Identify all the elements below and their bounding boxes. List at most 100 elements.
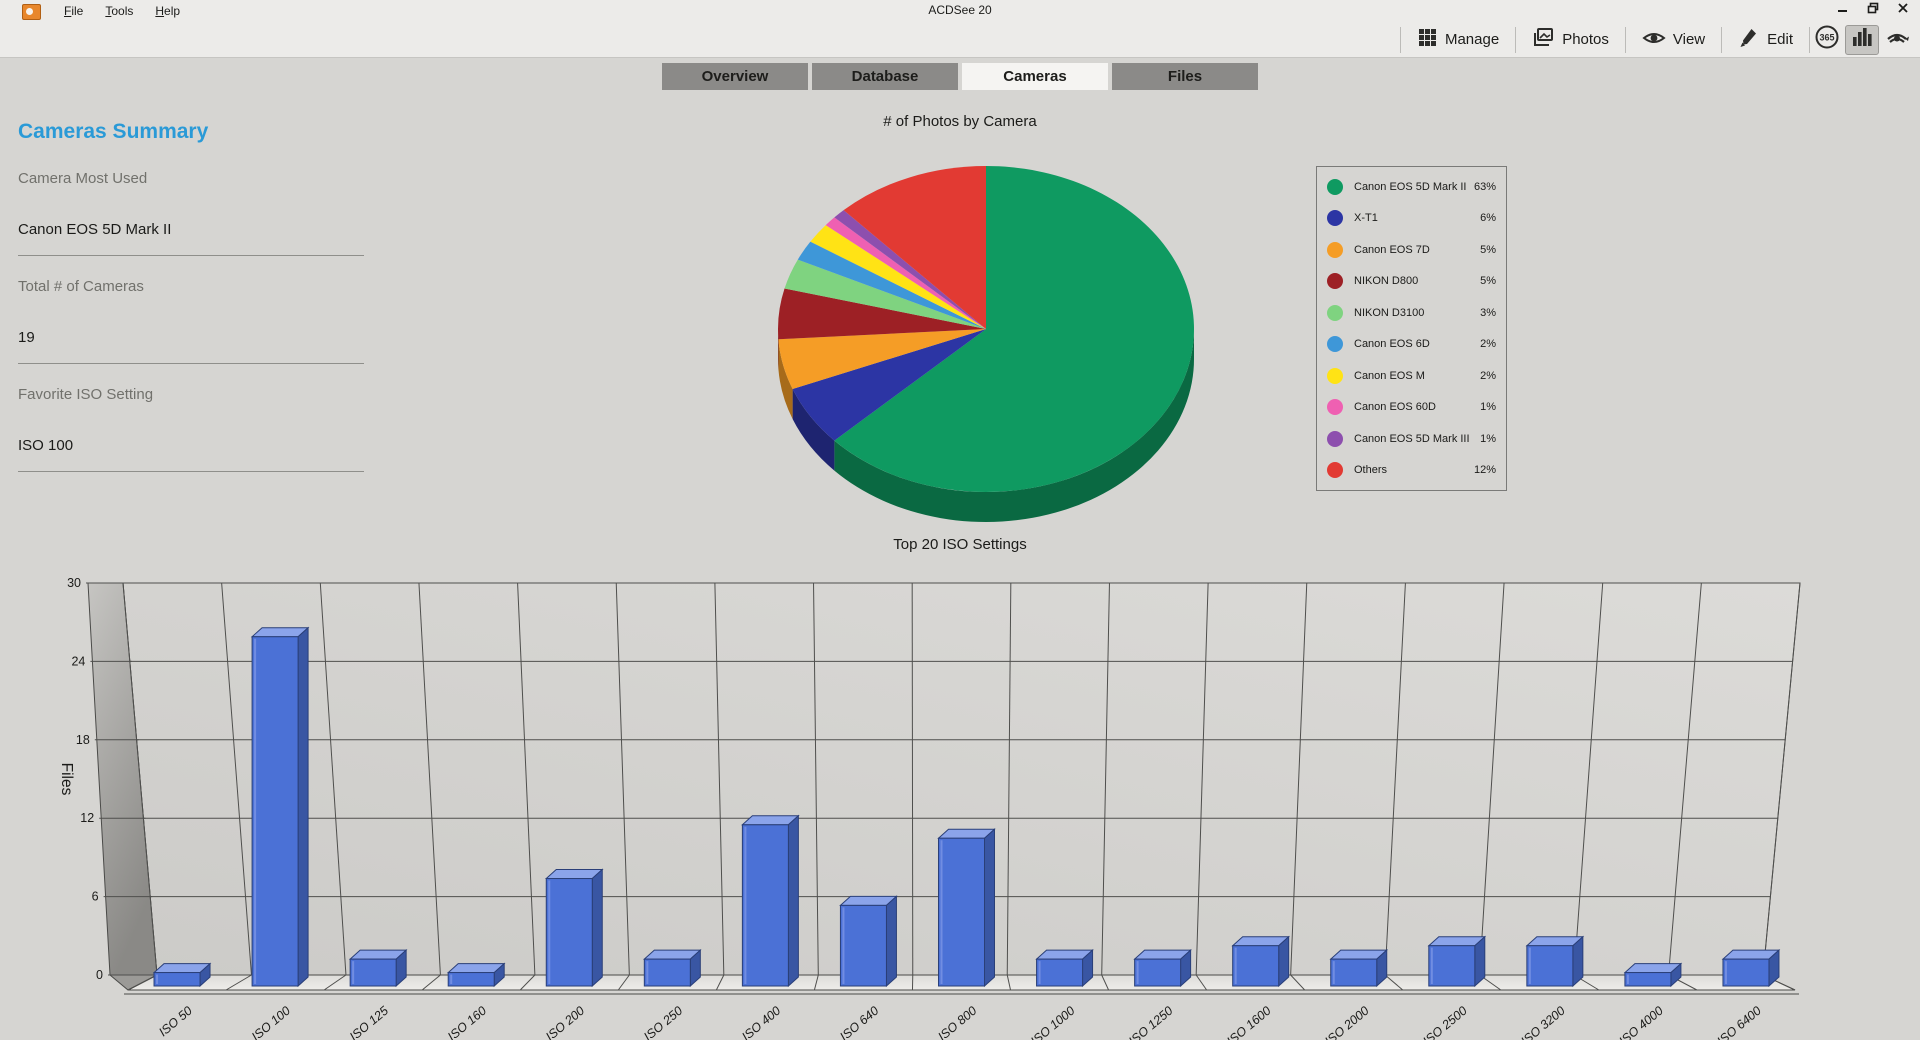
bar-chart-title: Top 20 ISO Settings: [893, 536, 1027, 553]
mode-view-button[interactable]: View: [1626, 22, 1721, 57]
bar-iso-1600: [1231, 935, 1290, 988]
tool-sync-button[interactable]: [1881, 26, 1913, 54]
bar-iso-4000: [1623, 962, 1683, 988]
stats-bars-icon: [1850, 26, 1874, 53]
column-separator: [221, 582, 252, 976]
mode-button-label: Manage: [1444, 31, 1500, 48]
mode-edit-button[interactable]: Edit: [1722, 22, 1809, 57]
bar-iso-2500: [1427, 935, 1487, 988]
window-close-button[interactable]: [1892, 2, 1914, 18]
dashboard-content: Overview Database Cameras Files Cameras Sum…: [0, 58, 1920, 1040]
knife-icon: [1738, 27, 1760, 53]
tab-files[interactable]: Files: [1112, 63, 1258, 90]
window-minimize-button[interactable]: [1832, 2, 1854, 18]
legend-percent: 2%: [1480, 338, 1496, 351]
legend-swatch: [1327, 210, 1343, 227]
pie-legend: Canon EOS 5D Mark II 63% X-T1 6% Canon E…: [1316, 166, 1507, 491]
y-tick-label: 30: [67, 576, 81, 590]
mode-toolbar: Manage Photos View Edit 365: [0, 22, 1920, 58]
legend-label: NIKON D3100: [1354, 306, 1425, 319]
legend-swatch: [1327, 367, 1343, 384]
tool-365-button[interactable]: 365: [1811, 25, 1843, 54]
app-icon: [22, 4, 41, 20]
x-tick-label: ISO 100: [249, 1004, 293, 1040]
column-separator: [1195, 582, 1209, 976]
x-tick-label: ISO 160: [445, 1004, 489, 1040]
window-restore-button[interactable]: [1862, 2, 1884, 18]
x-tick-label: ISO 200: [543, 1004, 587, 1040]
pie-slice-x-t1: [792, 329, 986, 441]
tool-dashboard-button[interactable]: [1845, 24, 1879, 55]
bar-iso-3200: [1525, 935, 1585, 988]
pie-slice-canon-eos-7d: [778, 329, 986, 390]
x-tick-label: ISO 50: [156, 1004, 195, 1040]
pie-slice-others: [843, 166, 986, 329]
bar-iso-6400: [1721, 949, 1781, 988]
column-separator: [1573, 582, 1604, 976]
mode-photos-button[interactable]: Photos: [1516, 22, 1625, 57]
x-tick-label: ISO 3200: [1518, 1004, 1567, 1040]
bar-iso-100: [250, 626, 310, 988]
y-axis-title: Files: [58, 763, 75, 796]
tab-overview[interactable]: Overview: [662, 63, 808, 90]
pie-slice-canon-eos-6d: [797, 241, 986, 329]
legend-label: NIKON D800: [1354, 275, 1419, 288]
mode-button-label: Edit: [1767, 31, 1793, 48]
column-separator: [1479, 582, 1505, 976]
pie-slice-side: [834, 329, 1194, 523]
x-tick-label: ISO 2000: [1322, 1004, 1371, 1040]
legend-percent: 5%: [1480, 243, 1496, 256]
y-tick-label: 24: [71, 654, 85, 668]
legend-percent: 12%: [1473, 464, 1496, 477]
tab-cameras[interactable]: Cameras: [962, 63, 1108, 90]
y-tick-label: 0: [96, 968, 103, 982]
menu-tools[interactable]: Tools: [105, 4, 134, 18]
legend-item: Canon EOS 60D 1%: [1317, 392, 1506, 424]
dashboard-tabs: Overview Database Cameras Files: [662, 63, 1258, 90]
legend-percent: 1%: [1480, 432, 1496, 445]
column-separator: [1006, 582, 1012, 976]
legend-percent: 6%: [1480, 212, 1496, 225]
column-separator: [615, 582, 630, 976]
menu-help[interactable]: Help: [155, 4, 181, 18]
menu-file[interactable]: File: [64, 4, 84, 18]
separator: [1624, 26, 1626, 53]
mode-button-label: Photos: [1562, 31, 1609, 48]
legend-item: X-T1 6%: [1317, 203, 1506, 235]
legend-percent: 63%: [1473, 180, 1496, 193]
summary-field: Camera Most Used Canon EOS 5D Mark II: [18, 170, 364, 256]
bar-iso-800: [937, 828, 996, 988]
bar-iso-1250: [1133, 949, 1192, 988]
legend-label: Canon EOS 60D: [1354, 401, 1436, 414]
legend-label: Canon EOS 6D: [1354, 338, 1430, 351]
tab-database[interactable]: Database: [812, 63, 958, 90]
x-tick-label: ISO 1000: [1028, 1004, 1077, 1040]
summary-heading: Cameras Summary: [18, 120, 209, 143]
legend-label: Canon EOS 5D Mark II: [1354, 180, 1467, 193]
legend-item: NIKON D800 5%: [1317, 266, 1506, 298]
x-tick-label: ISO 4000: [1616, 1004, 1665, 1040]
pie-slice-canon-eos-5d-mark-iii: [834, 210, 986, 329]
legend-swatch: [1327, 399, 1343, 416]
bar-iso-250: [643, 949, 702, 988]
pie-chart-title: # of Photos by Camera: [883, 113, 1037, 130]
pie-slice-nikon-d3100: [784, 259, 986, 329]
window-title: ACDSee 20: [928, 3, 992, 17]
minimize-icon: [1837, 1, 1849, 19]
legend-item: Canon EOS M 2%: [1317, 360, 1506, 392]
separator: [1809, 26, 1810, 53]
x-tick-label: ISO 250: [641, 1004, 685, 1040]
legend-swatch: [1327, 273, 1343, 290]
legend-swatch: [1327, 178, 1343, 195]
summary-field-label: Camera Most Used: [18, 170, 148, 187]
restore-icon: [1867, 1, 1879, 19]
bar-iso-640: [839, 895, 898, 988]
column-separator: [1290, 582, 1308, 976]
legend-item: Canon EOS 5D Mark II 63%: [1317, 171, 1506, 203]
grid-icon: [1417, 27, 1438, 52]
mode-button-label: View: [1672, 31, 1706, 48]
mode-manage-button[interactable]: Manage: [1401, 22, 1515, 57]
pie-slice-nikon-d800: [778, 288, 986, 340]
x-tick-label: ISO 6400: [1714, 1004, 1763, 1040]
column-separator: [319, 582, 347, 976]
